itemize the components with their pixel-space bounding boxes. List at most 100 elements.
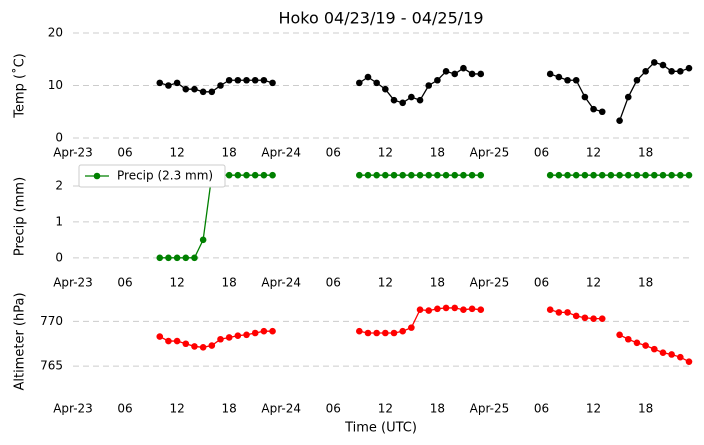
- x-tick-label: 18: [430, 402, 445, 416]
- x-tick-label: 18: [222, 146, 237, 160]
- data-point: [425, 307, 433, 314]
- data-point: [677, 171, 684, 179]
- data-point: [225, 76, 233, 84]
- y-tick-label: 770: [40, 314, 63, 328]
- data-point: [590, 315, 597, 322]
- data-point: [460, 64, 467, 72]
- data-point: [251, 329, 259, 337]
- data-point: [668, 171, 675, 179]
- y-axis-label: Precip (mm): [13, 177, 28, 256]
- data-point: [685, 358, 693, 365]
- data-point: [546, 171, 554, 179]
- data-point: [564, 76, 571, 84]
- data-point: [408, 324, 415, 331]
- y-tick-label: 2: [55, 178, 63, 192]
- data-point: [356, 79, 363, 87]
- data-point: [546, 70, 554, 78]
- x-tick-label: 06: [326, 146, 341, 160]
- data-point: [408, 171, 415, 179]
- data-point: [173, 254, 181, 262]
- data-point: [243, 171, 250, 179]
- data-point: [156, 333, 164, 340]
- x-tick-label: 12: [378, 402, 393, 416]
- y-tick-label: 0: [55, 131, 63, 145]
- data-point: [442, 171, 450, 179]
- x-tick-label: 18: [638, 276, 653, 290]
- data-point: [477, 70, 485, 78]
- data-point: [546, 306, 554, 314]
- data-point: [434, 76, 441, 84]
- x-tick-label: 06: [326, 276, 341, 290]
- data-point: [685, 171, 693, 179]
- x-tick-label: 06: [117, 402, 132, 416]
- legend-box: [78, 164, 226, 188]
- data-point: [416, 96, 424, 104]
- data-point: [191, 343, 198, 350]
- data-point: [624, 335, 632, 343]
- x-tick-label: 12: [378, 276, 393, 290]
- legend-marker: [93, 172, 101, 180]
- data-point: [269, 171, 276, 179]
- data-point: [633, 339, 641, 347]
- x-tick-label: 18: [430, 276, 445, 290]
- data-point: [382, 171, 389, 179]
- data-point: [572, 171, 580, 179]
- data-point: [399, 171, 406, 179]
- legend-label: Precip (2.3 mm): [117, 169, 213, 183]
- data-point: [251, 76, 259, 84]
- x-tick-label: Apr-24: [261, 402, 301, 416]
- data-point: [234, 76, 242, 84]
- x-tick-label: 12: [586, 402, 601, 416]
- data-point: [356, 327, 363, 335]
- y-tick-label: 0: [55, 250, 63, 264]
- x-tick-label: 18: [638, 402, 653, 416]
- data-point: [364, 171, 372, 179]
- data-point: [425, 171, 433, 179]
- data-point: [581, 171, 589, 179]
- data-point: [659, 349, 667, 356]
- x-tick-label: 12: [169, 146, 184, 160]
- data-point: [642, 68, 649, 75]
- x-tick-label: 06: [117, 146, 132, 160]
- data-point: [225, 171, 233, 179]
- data-point: [555, 171, 563, 179]
- data-point: [590, 105, 597, 113]
- data-point: [416, 171, 424, 179]
- x-tick-label: Apr-25: [470, 276, 510, 290]
- data-point: [451, 304, 459, 312]
- data-point: [598, 315, 606, 322]
- data-point: [616, 117, 623, 124]
- data-point: [182, 254, 190, 262]
- data-point: [460, 171, 467, 179]
- data-point: [477, 306, 485, 314]
- data-point: [199, 344, 207, 351]
- data-point: [373, 329, 380, 337]
- data-point: [269, 79, 276, 87]
- x-tick-label: 12: [378, 146, 393, 160]
- data-point: [364, 329, 372, 337]
- data-point: [165, 337, 172, 345]
- data-point: [260, 327, 268, 335]
- x-tick-label: Apr-25: [470, 146, 510, 160]
- series-line: [159, 174, 273, 259]
- x-tick-label: Apr-24: [261, 146, 301, 160]
- data-point: [442, 304, 450, 312]
- data-point: [616, 171, 623, 179]
- x-tick-label: 12: [169, 402, 184, 416]
- x-tick-label: 06: [534, 402, 549, 416]
- data-point: [581, 314, 589, 322]
- data-point: [182, 85, 190, 93]
- data-point: [373, 79, 380, 87]
- data-point: [408, 93, 415, 101]
- x-tick-label: Apr-23: [53, 146, 93, 160]
- data-point: [156, 79, 164, 87]
- data-point: [234, 332, 242, 339]
- data-point: [182, 340, 190, 348]
- data-point: [460, 306, 467, 314]
- data-point: [251, 171, 259, 179]
- data-point: [165, 82, 172, 89]
- data-point: [390, 96, 398, 104]
- data-point: [173, 337, 181, 345]
- data-point: [451, 171, 459, 179]
